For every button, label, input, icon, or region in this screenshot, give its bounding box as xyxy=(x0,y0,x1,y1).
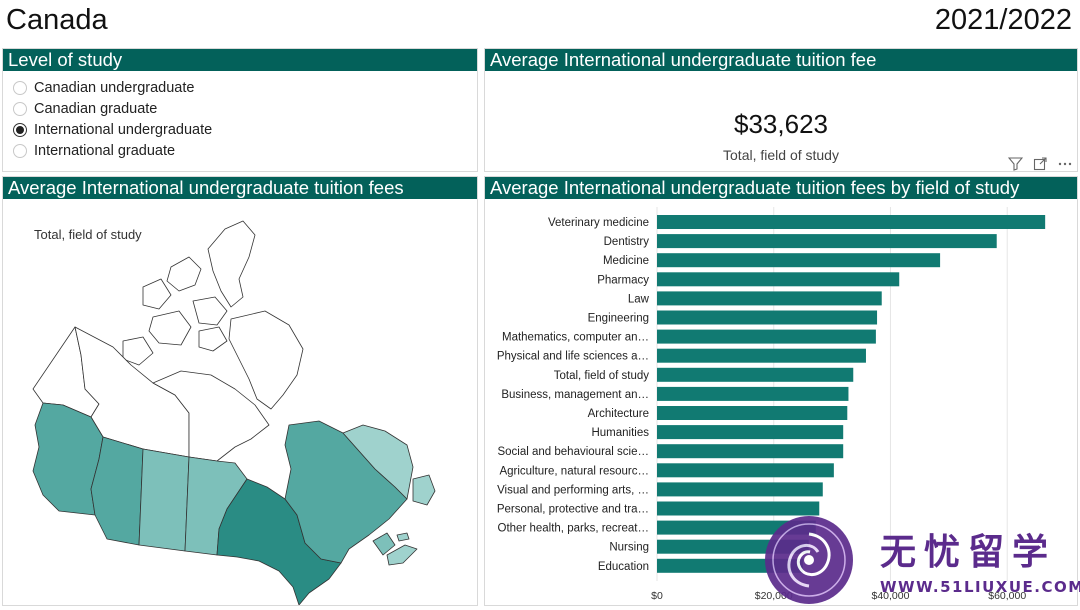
radio-button[interactable] xyxy=(13,80,27,95)
category-label: Mathematics, computer an… xyxy=(502,332,649,344)
category-label: Pharmacy xyxy=(597,274,649,286)
kpi-title: Average International undergraduate tuit… xyxy=(485,49,1077,71)
filter-icon[interactable] xyxy=(1007,157,1024,174)
x-tick-label: $60,000 xyxy=(988,590,1026,602)
radio-international-undergraduate[interactable]: International undergraduate xyxy=(13,119,477,140)
canada-choropleth-map xyxy=(32,220,436,605)
bar[interactable] xyxy=(657,425,844,440)
bar[interactable] xyxy=(657,291,882,306)
bar[interactable] xyxy=(657,406,848,420)
bar[interactable] xyxy=(657,253,941,268)
map-region-labrador[interactable] xyxy=(342,424,414,500)
x-tick-label: $40,000 xyxy=(871,590,909,602)
category-label: Architecture xyxy=(588,408,649,420)
x-tick-label: $0 xyxy=(651,590,663,602)
map-region-arctic-island[interactable] xyxy=(192,296,228,326)
category-label: Visual and performing arts, … xyxy=(497,484,649,496)
map-region-arctic-island[interactable] xyxy=(122,336,154,366)
map-region-nova-scotia[interactable] xyxy=(386,544,418,566)
site-watermark-logo: 无忧留学 WWW.51LIUXUE.COM xyxy=(765,516,1080,604)
category-label: Agriculture, natural resourc… xyxy=(499,465,649,477)
category-label: Humanities xyxy=(591,427,649,439)
map-region-saskatchewan[interactable] xyxy=(138,448,190,552)
map-region-arctic-island[interactable] xyxy=(142,278,172,310)
level-of-study-title: Level of study xyxy=(3,49,477,71)
category-label: Law xyxy=(628,293,650,305)
page-title: Canada xyxy=(6,4,108,36)
radio-button[interactable] xyxy=(13,101,27,116)
bar[interactable] xyxy=(657,234,997,249)
map-region-arctic-island[interactable] xyxy=(207,220,256,308)
tuition-map-panel: Average International undergraduate tuit… xyxy=(2,176,478,606)
bar-chart-title: Average International undergraduate tuit… xyxy=(485,177,1077,199)
svg-text:WWW.51LIUXUE.COM: WWW.51LIUXUE.COM xyxy=(880,578,1080,596)
bar[interactable] xyxy=(657,348,866,363)
bar[interactable] xyxy=(657,272,900,287)
category-label: Personal, protective and tra… xyxy=(497,504,649,516)
map-region-arctic-island[interactable] xyxy=(198,326,228,352)
radio-label: International undergraduate xyxy=(34,121,213,138)
category-label: Nursing xyxy=(609,542,649,554)
tuition-kpi-card: Average International undergraduate tuit… xyxy=(484,48,1078,172)
radio-canadian-undergraduate[interactable]: Canadian undergraduate xyxy=(13,77,477,98)
radio-international-graduate[interactable]: International graduate xyxy=(13,140,477,161)
map-region-newfoundland[interactable] xyxy=(412,474,436,506)
radio-label: Canadian undergraduate xyxy=(34,79,195,96)
category-label: Dentistry xyxy=(604,236,650,248)
category-label: Veterinary medicine xyxy=(548,217,649,229)
category-label: Business, management an… xyxy=(501,389,649,401)
category-label: Medicine xyxy=(603,255,649,267)
map-caption: Total, field of study xyxy=(34,227,142,242)
radio-canadian-graduate[interactable]: Canadian graduate xyxy=(13,98,477,119)
map-region-arctic-island[interactable] xyxy=(228,310,304,410)
bar[interactable] xyxy=(657,463,834,478)
category-label: Total, field of study xyxy=(554,370,649,382)
bar[interactable] xyxy=(657,367,854,382)
bar[interactable] xyxy=(657,310,878,325)
level-of-study-panel: Level of study Canadian undergraduate Ca… xyxy=(2,48,478,172)
category-label: Social and behavioural scie… xyxy=(497,446,649,458)
more-options-icon[interactable] xyxy=(1057,157,1073,174)
kpi-label: Total, field of study xyxy=(723,147,839,163)
radio-label: Canadian graduate xyxy=(34,100,158,117)
radio-label: International graduate xyxy=(34,142,176,159)
visual-header-toolbar xyxy=(1007,157,1073,174)
category-label: Physical and life sciences a… xyxy=(497,351,649,363)
map-region-arctic-island[interactable] xyxy=(148,310,192,346)
category-label: Other health, parks, recreat… xyxy=(498,523,649,535)
radio-button-selected[interactable] xyxy=(13,122,27,137)
bar[interactable] xyxy=(657,386,849,401)
bar[interactable] xyxy=(657,444,844,459)
bar[interactable] xyxy=(657,482,823,497)
bar[interactable] xyxy=(657,215,1046,229)
svg-text:无忧留学: 无忧留学 xyxy=(880,531,1056,573)
map-region-pei[interactable] xyxy=(396,532,410,542)
bar[interactable] xyxy=(657,501,820,516)
map-title: Average International undergraduate tuit… xyxy=(3,177,477,199)
kpi-value: $33,623 xyxy=(734,109,828,139)
category-label: Engineering xyxy=(588,313,649,325)
map-region-new-brunswick[interactable] xyxy=(372,532,396,556)
bar[interactable] xyxy=(657,329,876,344)
level-radio-group: Canadian undergraduate Canadian graduate… xyxy=(3,71,477,161)
map-region-nunavut[interactable] xyxy=(152,370,270,462)
radio-button[interactable] xyxy=(13,143,27,158)
focus-mode-icon[interactable] xyxy=(1033,157,1047,174)
year-label: 2021/2022 xyxy=(934,4,1072,36)
category-label: Education xyxy=(598,561,649,573)
map-region-arctic-island[interactable] xyxy=(166,256,202,292)
